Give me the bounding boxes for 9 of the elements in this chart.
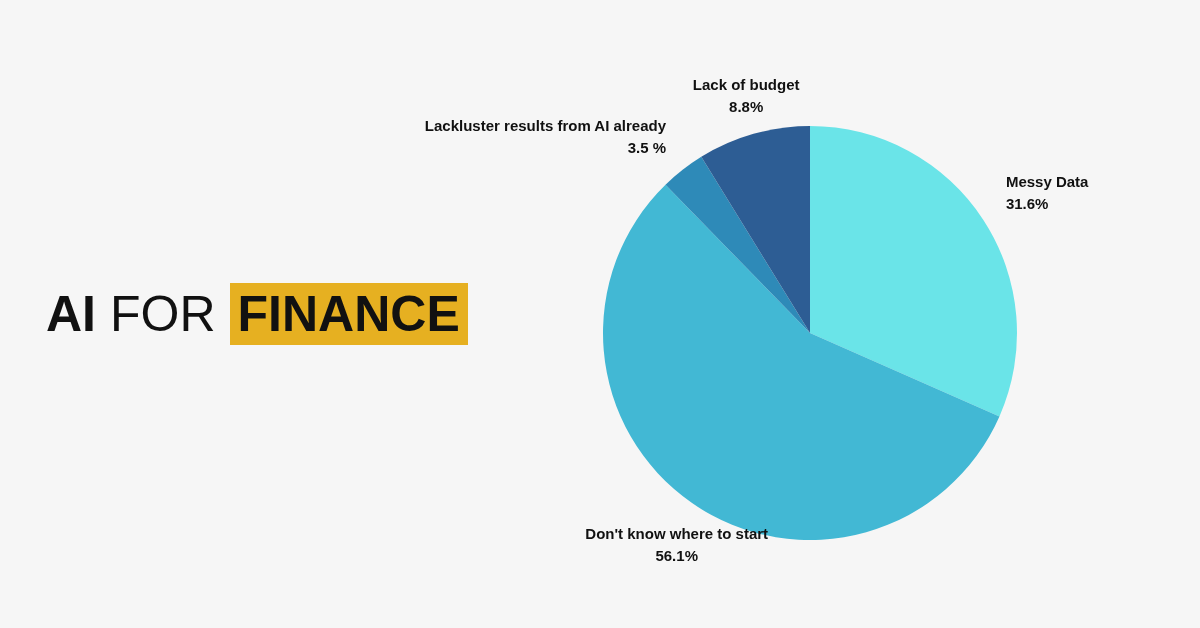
slice-label: Don't know where to start (585, 525, 769, 543)
data-label: 56.1% (655, 547, 698, 565)
data-label: 31.6% (1005, 195, 1049, 213)
slice-label: Lackluster results from AI already (424, 116, 667, 134)
data-label: 3.5 % (627, 138, 667, 156)
data-label: 8.8% (729, 98, 764, 116)
slice-label: Lack of budget (692, 76, 800, 94)
text: AI FOR FINANCE (46, 285, 461, 344)
slice-label: Messy Data (1005, 173, 1090, 191)
